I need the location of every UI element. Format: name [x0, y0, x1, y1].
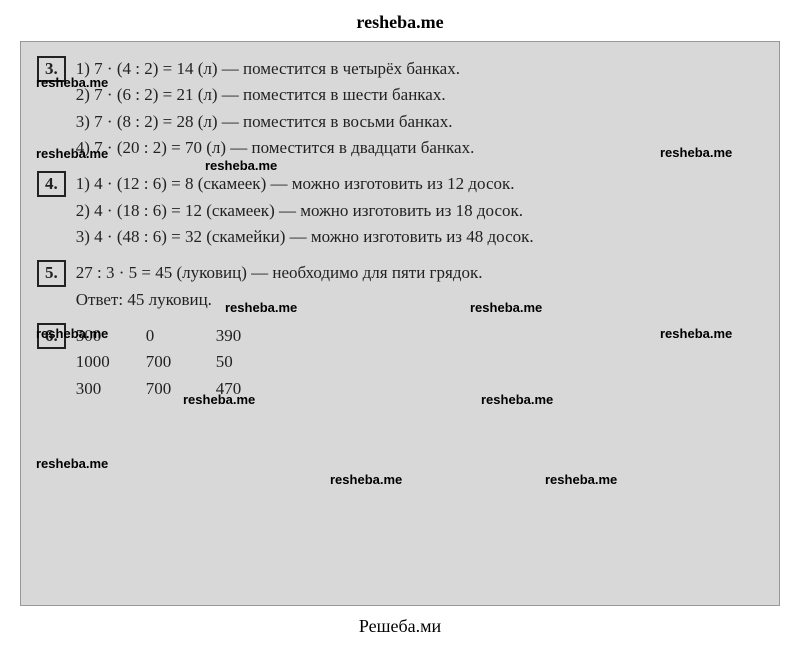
problem-4: 4. 1) 4 · (12 : 6) = 8 (скамеек) — можно… — [37, 171, 763, 250]
problem-line: Ответ: 45 луковиц. — [76, 287, 763, 313]
problem-number: 6. — [37, 323, 66, 349]
table-cell: 390 — [216, 323, 286, 349]
table-cell: 1000 — [76, 349, 146, 375]
problem-line: 2) 4 · (18 : 6) = 12 (скамеек) — можно и… — [76, 198, 763, 224]
problem-body: 1) 7 · (4 : 2) = 14 (л) — поместится в ч… — [76, 56, 763, 161]
page-frame: 3. 1) 7 · (4 : 2) = 14 (л) — поместится … — [20, 41, 780, 606]
problem-line: 4) 7 · (20 : 2) = 70 (л) — поместится в … — [76, 135, 763, 161]
site-header: resheba.me — [0, 0, 800, 41]
problem-5: 5. 27 : 3 · 5 = 45 (луковиц) — необходим… — [37, 260, 763, 313]
problem-6: 6. 500 0 390 1000 700 50 300 700 — [37, 323, 763, 402]
site-footer: Решеба.ми — [0, 606, 800, 647]
problem-line: 3) 4 · (48 : 6) = 32 (скамейки) — можно … — [76, 224, 763, 250]
table-cell: 700 — [146, 376, 216, 402]
problem-number: 4. — [37, 171, 66, 197]
table-cell: 0 — [146, 323, 216, 349]
problem-number: 3. — [37, 56, 66, 82]
content-area: 3. 1) 7 · (4 : 2) = 14 (л) — поместится … — [37, 56, 763, 402]
table-cell: 300 — [76, 376, 146, 402]
problem-body: 500 0 390 1000 700 50 300 700 470 — [76, 323, 763, 402]
table-cell: 700 — [146, 349, 216, 375]
table-row: 300 700 470 — [76, 376, 286, 402]
problem-line: 2) 7 · (6 : 2) = 21 (л) — поместится в ш… — [76, 82, 763, 108]
table-row: 500 0 390 — [76, 323, 286, 349]
problem-line: 1) 4 · (12 : 6) = 8 (скамеек) — можно из… — [76, 171, 763, 197]
table-cell: 500 — [76, 323, 146, 349]
problem-line: 3) 7 · (8 : 2) = 28 (л) — поместится в в… — [76, 109, 763, 135]
table-row: 1000 700 50 — [76, 349, 286, 375]
number-table: 500 0 390 1000 700 50 300 700 470 — [76, 323, 286, 402]
problem-line: 27 : 3 · 5 = 45 (луковиц) — необходимо д… — [76, 260, 763, 286]
problem-number: 5. — [37, 260, 66, 286]
table-cell: 50 — [216, 349, 286, 375]
problem-body: 1) 4 · (12 : 6) = 8 (скамеек) — можно из… — [76, 171, 763, 250]
problem-line: 1) 7 · (4 : 2) = 14 (л) — поместится в ч… — [76, 56, 763, 82]
problem-body: 27 : 3 · 5 = 45 (луковиц) — необходимо д… — [76, 260, 763, 313]
table-cell: 470 — [216, 376, 286, 402]
problem-3: 3. 1) 7 · (4 : 2) = 14 (л) — поместится … — [37, 56, 763, 161]
